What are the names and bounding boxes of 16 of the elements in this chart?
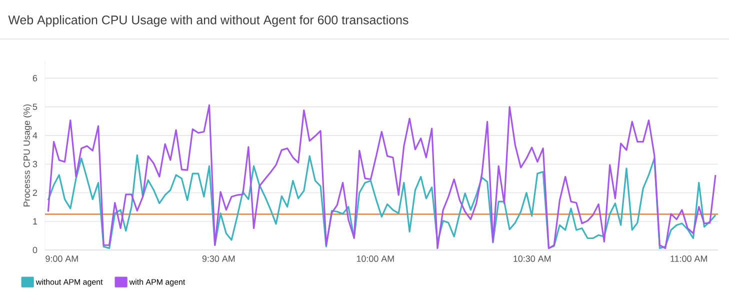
y-tick-label: 5 <box>32 104 38 110</box>
y-tick-label: 0 <box>32 246 38 254</box>
y-tick-label: 4 <box>32 132 38 139</box>
chart-title: Web Application CPU Usage with and without Agent for 600 transactions <box>8 15 408 27</box>
line-series <box>47 154 716 250</box>
x-tick-label: 11:00 AM <box>670 256 707 262</box>
y-tick-label: 1 <box>33 218 38 224</box>
x-tick-label: 9:30 AM <box>202 256 235 262</box>
x-tick-label: 10:30 AM <box>514 256 551 262</box>
y-tick-label: 6 <box>32 75 38 82</box>
x-tick-label: 10:00 AM <box>356 256 394 262</box>
y-tick-label: 2 <box>32 190 38 196</box>
y-axis-title: Processs CPU Usage (%) <box>23 104 32 206</box>
line-series <box>47 104 716 250</box>
x-tick-label: 9:00 AM <box>46 256 78 262</box>
y-tick-label: 3 <box>32 160 38 168</box>
